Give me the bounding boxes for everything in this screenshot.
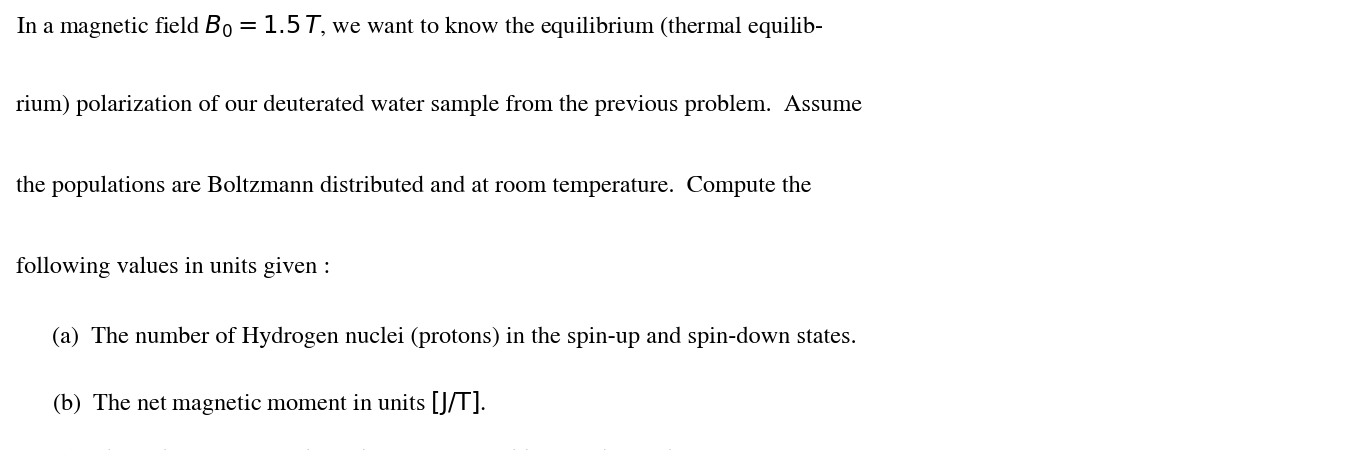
- Text: (b)  The net magnetic moment in units $[\mathrm{J/T}]$.: (b) The net magnetic moment in units $[\…: [52, 389, 486, 417]
- Text: following values in units given :: following values in units given :: [16, 256, 330, 278]
- Text: In a magnetic field $B_0 = 1.5\,T$, we want to know the equilibrium (thermal equ: In a magnetic field $B_0 = 1.5\,T$, we w…: [16, 14, 824, 40]
- Text: (a)  The number of Hydrogen nuclei (protons) in the spin-up and spin-down states: (a) The number of Hydrogen nuclei (proto…: [52, 326, 857, 348]
- Text: the populations are Boltzmann distributed and at room temperature.  Compute the: the populations are Boltzmann distribute…: [16, 176, 812, 197]
- Text: rium) polarization of our deuterated water sample from the previous problem.  As: rium) polarization of our deuterated wat…: [16, 94, 862, 116]
